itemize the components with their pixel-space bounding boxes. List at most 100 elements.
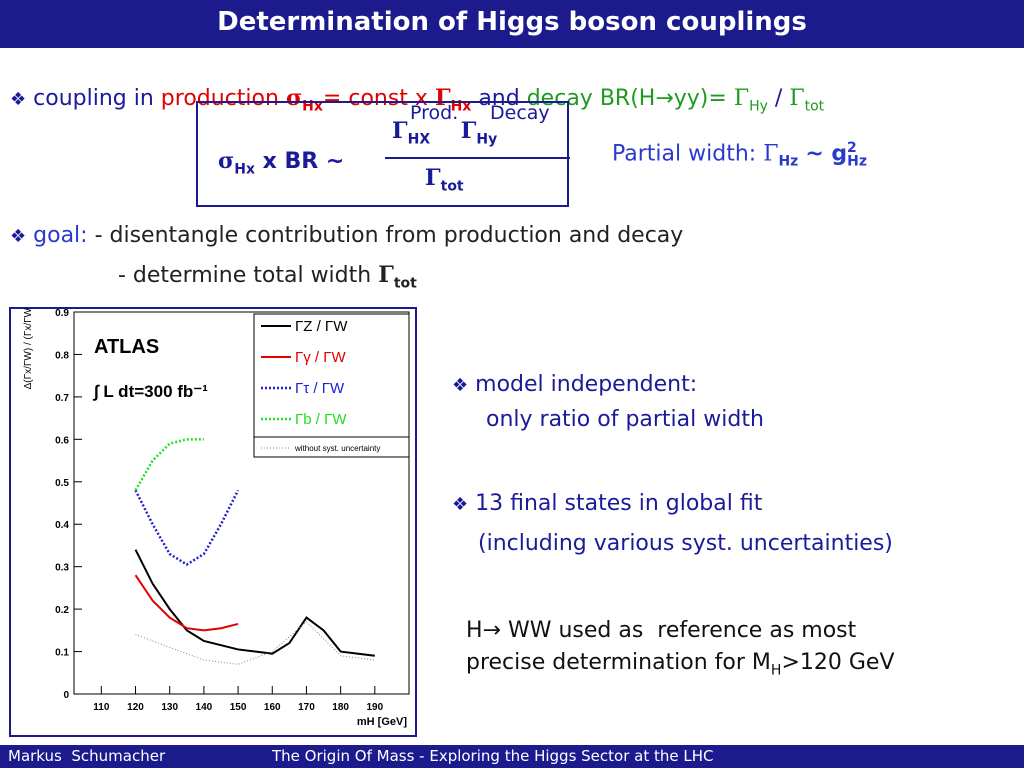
text: σ [218,148,235,174]
legend-label: Γb / ΓW [295,411,347,428]
text: Hz [778,153,799,170]
text: and [478,86,520,111]
series-line [134,574,239,632]
text: Γ [460,118,477,144]
partial-width: Partial width: ΓHz ~ gHz2 [612,140,867,170]
text: HX [407,131,431,148]
x-tick-label: 120 [127,702,144,713]
text: (including various syst. uncertainties) [478,531,893,556]
x-tick-label: 110 [93,702,110,713]
series-line [134,489,240,567]
denominator: Γtot [425,165,464,194]
text: decay [526,86,593,111]
legend-box [253,313,410,458]
text: tot [440,178,464,195]
text: Hy [749,98,768,115]
x-tick-label: 150 [230,702,247,713]
y-tick-label: 0.4 [55,520,69,531]
x-tick-label: 140 [196,702,213,713]
legend-label: Γτ / ΓW [295,380,345,397]
text: coupling in [33,86,154,111]
bullet: ❖ [10,89,27,110]
legend-label: Γγ / ΓW [295,349,347,366]
y-tick-label: 0.7 [55,393,69,404]
y-axis-label: Δ(Γx/ΓW) / (Γx/ΓW) [23,307,34,389]
text: Hz [847,153,868,170]
plot-frame [73,311,410,695]
x-tick-label: 130 [161,702,178,713]
text: Γ [789,86,805,111]
text: tot [804,98,825,115]
text: only ratio of partial width [486,407,764,432]
text: BR(H→yy)= [599,86,727,111]
text: Γ [763,141,779,167]
series-line [134,438,204,491]
x-tick-label: 180 [332,702,349,713]
y-tick-label: 0.8 [55,350,69,361]
text: tot [393,275,417,292]
title-bar [0,0,1024,48]
x-tick-label: 170 [298,702,315,713]
y-tick-label: 0 [63,690,69,701]
label: Decay [490,102,550,124]
bullet: ❖ [452,494,469,515]
text: Hx [234,161,255,178]
title: Determination of Higgs boson couplings [217,7,807,37]
footer-author: Markus Schumacher [8,747,166,765]
text: Partial width: [612,141,757,167]
text: Hy [476,131,498,148]
text: = const x [322,86,428,111]
y-tick-label: 0.2 [55,605,69,616]
text: Γ [425,165,441,191]
footer-bar [0,745,1024,768]
y-tick-label: 0.6 [55,435,69,446]
annotation: ∫ L dt=300 fb⁻¹ [92,382,208,401]
text: H [770,662,782,679]
y-tick-label: 0.5 [55,478,69,489]
formula-box [196,101,569,207]
text: ~ g [805,141,848,167]
y-tick-label: 0.9 [55,308,69,319]
x-axis-label: mH [GeV] [357,716,407,728]
series-line [134,549,375,657]
lhs: σHx x BR ~ [218,148,344,177]
text: / [774,86,783,111]
text: Γ [733,86,750,111]
label: Prod. [410,102,459,124]
annotation: ATLAS [94,336,159,358]
y-tick-label: 0.3 [55,563,69,574]
text: H→ WW used as reference as most [466,618,857,643]
text: >120 GeV [781,650,895,675]
bullet: ❖ [452,375,469,396]
y-tick-label: 0.1 [55,648,69,659]
text: precise determination for M [466,650,771,675]
text: production [160,86,279,111]
text: precise determination for MH>120 GeV [466,650,895,678]
goal: ❖ goal: - disentangle contribution from … [10,223,683,248]
text: model independent: [475,372,698,397]
goal-2: - determine total width Γtot [118,262,417,291]
numerator: ΓHX ΓHy [392,118,497,147]
line1: ❖ coupling in production σHx= const x ΓH… [10,60,824,114]
text: 2 [847,140,857,156]
text: Γ [392,118,408,144]
text: x BR ~ [262,149,345,174]
text: 13 final states in global fit [475,491,763,516]
text: - disentangle contribution from producti… [94,223,684,248]
text: Γ [378,262,394,288]
text: Γ [434,85,451,111]
fraction-line [385,157,570,159]
text: - determine total width [118,263,372,288]
text: σ [285,85,303,111]
legend-label: without syst. uncertainty [294,444,380,453]
footer-title: The Origin Of Mass - Exploring the Higgs… [272,747,714,765]
x-tick-label: 190 [366,702,383,713]
x-tick-label: 160 [264,702,281,713]
chart: ATLAS ∫ L dt=300 fb⁻¹ mH [GeV] Δ(Γx/ΓW) … [9,307,417,737]
text: goal: [33,223,88,248]
bullet: ❖ [10,226,27,247]
legend-label: ΓZ / ΓW [295,318,348,335]
series-line [135,621,375,665]
bullet-fit: ❖ 13 final states in global fit [452,491,762,516]
